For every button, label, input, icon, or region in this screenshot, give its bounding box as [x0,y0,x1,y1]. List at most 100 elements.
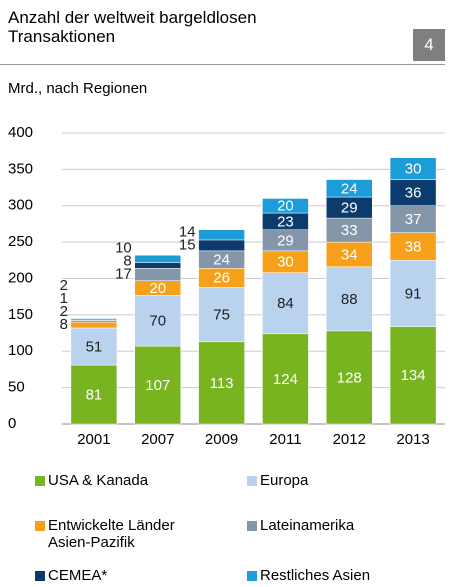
bar-segment [262,272,309,335]
data-label: 1 [60,290,68,307]
bar-segment [326,179,373,198]
data-label: 70 [149,313,166,330]
legend-item: Restliches Asien [247,567,417,584]
data-label: 24 [213,252,230,269]
data-label: 91 [405,285,422,302]
legend-swatch [247,571,257,581]
bar-segment [326,266,373,332]
data-label: 30 [277,254,294,271]
bar-segment [326,330,373,425]
data-label: 20 [149,280,166,297]
data-label: 51 [86,338,103,355]
legend-item: Europa [247,472,417,489]
x-tick-label: 2009 [205,431,238,448]
bar-segment [198,341,245,425]
data-label: 37 [405,211,422,228]
rule [0,64,445,65]
bar-segment [326,241,373,268]
data-label: 20 [277,198,294,215]
x-tick-label: 2012 [333,431,366,448]
legend-label: USA & Kanada [48,472,149,489]
data-label: 107 [145,377,170,394]
bar-segment [262,333,309,425]
data-label: 134 [401,367,426,384]
legend-swatch [35,571,45,581]
bar-segment [389,179,437,206]
data-label: 30 [405,161,422,178]
y-tick-label: 150 [8,306,33,323]
legend-label: Restliches Asien [260,567,371,584]
subtitle: Mrd., nach Regionen [8,80,148,97]
bar-segment [134,254,181,263]
x-tick-label: 2007 [141,431,174,448]
legend-label: CEMEA* [48,567,108,584]
bar-segment [70,364,118,425]
legend-swatch [247,521,257,531]
legend-swatch [35,521,45,531]
x-tick-label: 2001 [77,431,110,448]
bar-segment [70,318,118,321]
y-tick-label: 350 [8,160,33,177]
data-label: 75 [213,306,230,323]
data-label: 36 [405,185,422,202]
legend-label: Entwickelte Länder Asien-Pazifik [48,517,175,551]
data-label: 113 [210,375,234,392]
bar-segment [389,260,437,327]
data-label: 2 [60,303,68,320]
bar-segment [134,268,181,281]
data-label: 84 [277,295,294,312]
data-label: 26 [213,270,230,287]
data-label: 88 [341,291,358,308]
data-label: 34 [341,246,358,263]
title: Anzahl der weltweit bargeldlosen Transak… [8,8,257,46]
data-label: 128 [337,369,362,386]
x-tick-label: 2013 [396,431,429,448]
legend-swatch [247,476,257,486]
data-label: 15 [179,236,196,253]
data-label: 2 [60,277,68,294]
data-label: 8 [60,316,68,333]
y-tick-label: 100 [8,342,33,359]
data-label: 124 [273,371,298,388]
bar-segment [198,229,245,241]
bar-segment [389,326,437,425]
bar-segment [198,239,245,252]
data-label: 23 [277,213,294,230]
data-label: 8 [123,252,131,269]
legend-label: Europa [260,472,309,489]
data-label: 81 [86,387,103,404]
page-number: 4 [413,29,445,61]
bar-segment [389,232,437,261]
legend-label: Lateinamerika [260,517,355,534]
legend-item: USA & Kanada [35,472,205,489]
y-tick-label: 250 [8,233,33,250]
y-tick-label: 50 [8,379,25,396]
data-label: 24 [341,180,358,197]
data-label: 14 [179,223,196,240]
bar-segment [262,198,309,214]
y-tick-label: 0 [8,415,16,432]
data-label: 17 [115,265,132,282]
legend-swatch [35,476,45,486]
data-label: 29 [277,232,294,249]
bar-segment [134,345,181,425]
bar-segment [389,157,437,180]
bar-segment [70,321,118,329]
bar-segment [134,262,181,269]
y-tick-label: 400 [8,124,33,141]
bar-segment [198,286,245,343]
y-tick-label: 200 [8,269,33,286]
x-tick-label: 2011 [269,431,301,448]
chart: 0501001502002503003504002001815182122007… [8,124,445,448]
bar-segment [389,205,437,233]
data-label: 29 [341,200,358,217]
y-tick-label: 300 [8,197,33,214]
data-label: 38 [405,238,422,255]
legend-item: Lateinamerika [247,517,417,534]
data-label: 33 [341,222,358,239]
bar-segment [70,327,118,366]
legend-item: Entwickelte Länder Asien-Pazifik [35,517,205,551]
bar-segment [326,217,373,243]
legend-item: CEMEA* [35,567,205,584]
